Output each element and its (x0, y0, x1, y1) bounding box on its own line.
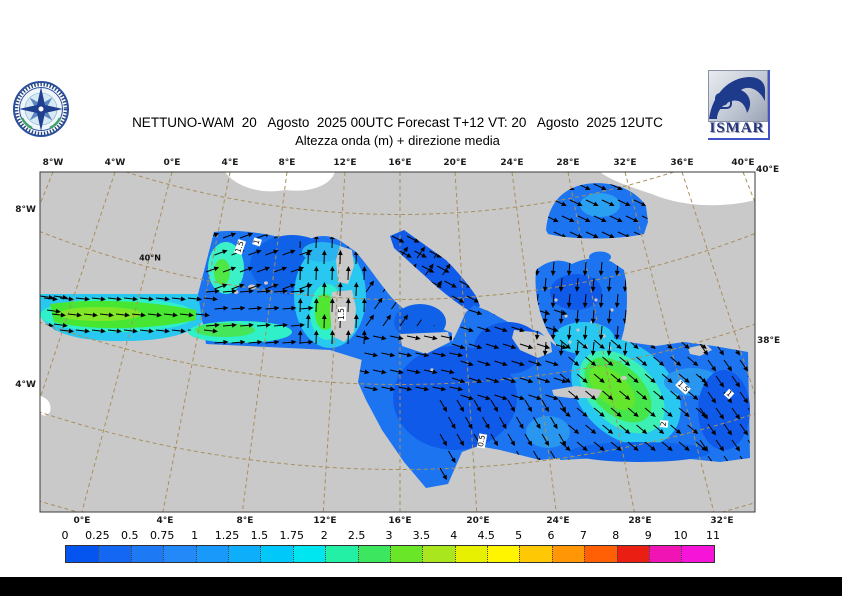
map-frame (39, 171, 756, 513)
colorbar-cell (292, 546, 326, 562)
colorbar-cell (227, 546, 261, 562)
colorbar-tick: 11 (706, 529, 720, 542)
axis-label-bottom: 4°E (156, 516, 174, 526)
axis-label-top: 40°E (731, 158, 755, 168)
axis-label-top: 16°E (388, 158, 412, 168)
axis-label-bottom: 16°E (388, 516, 412, 526)
axis-label-top: 0°E (163, 158, 181, 168)
colorbar-cell (389, 546, 423, 562)
colorbar-tick: 2 (320, 529, 328, 542)
axis-label-bottom: 24°E (546, 516, 570, 526)
colorbar-tick: 8 (612, 529, 620, 542)
colorbar-tick: 0 (61, 529, 69, 542)
colorbar-cell (616, 546, 650, 562)
colorbar-cell (422, 546, 455, 562)
colorbar-cell (487, 546, 520, 562)
axis-label-bottom: 20°E (466, 516, 490, 526)
colorbar-cell (66, 546, 99, 562)
colorbar-cell (195, 546, 228, 562)
axis-label-bottom: 8°E (236, 516, 254, 526)
axis-label-top: 4°E (221, 158, 239, 168)
axis-label-right: 38°E (757, 336, 781, 346)
colorbar-tick: 0.25 (85, 529, 110, 542)
colorbar-cell (681, 546, 714, 562)
ismar-logo-text: ISMAR (709, 120, 765, 136)
ismar-logo: ISMAR (708, 70, 770, 140)
colorbar-cell (584, 546, 617, 562)
colorbar-tick: 1.5 (250, 529, 269, 542)
axis-label-bottom: 0°E (73, 516, 91, 526)
colorbar-cell (130, 546, 164, 562)
colorbar-tick: 0.5 (121, 529, 139, 542)
ismar-frame-line-vertical (768, 70, 770, 140)
colorbar-tick: 1 (191, 529, 199, 542)
page-subtitle: Altezza onda (m) + direzione media (295, 133, 500, 148)
page-title: NETTUNO-WAM 20 Agosto 2025 00UTC Forecas… (132, 115, 663, 130)
colorbar-cell (519, 546, 552, 562)
axis-label-bottom: 28°E (628, 516, 652, 526)
colorbar-tick: 1.75 (279, 529, 305, 542)
bottom-black-bar (0, 577, 842, 596)
axis-label-top: 12°E (333, 158, 357, 168)
axis-label-top: 8°W (42, 158, 64, 168)
inside-map-label: 40°N (139, 253, 161, 263)
colorbar-tick: 6 (547, 529, 555, 542)
colorbar-cell (163, 546, 196, 562)
colorbar-tick: 10 (673, 529, 688, 542)
colorbar-tick: 7 (579, 529, 587, 542)
colorbar-tick: 9 (644, 529, 652, 542)
axis-label-left: 4°W (15, 380, 36, 390)
colorbar-tick: 3 (385, 529, 393, 542)
compass-rose-emblem-icon (13, 81, 69, 137)
colorbar-cell (325, 546, 358, 562)
axis-label-right: 40°E (756, 165, 780, 175)
axis-label-top: 8°E (278, 158, 296, 168)
axis-label-bottom: 12°E (313, 516, 337, 526)
colorbar-tick: 4 (450, 529, 458, 542)
no-data-regions (40, 172, 755, 416)
colorbar-cell (98, 546, 131, 562)
axis-label-top: 28°E (556, 158, 580, 168)
axis-label-top: 4°W (104, 158, 126, 168)
contour-label: 2 (658, 420, 669, 428)
colorbar-cell (649, 546, 682, 562)
colorbar-cell (551, 546, 585, 562)
colorbar-tick: 2.5 (347, 529, 366, 542)
wave-height-colorbar (65, 545, 715, 563)
lat-lon-grid (40, 172, 755, 512)
aeronautica-militare-logo (12, 80, 70, 138)
wave-height-shading (40, 193, 750, 462)
axis-label-top: 24°E (500, 158, 524, 168)
contour-label: 1.5 (337, 307, 346, 321)
axis-label-top: 20°E (443, 158, 467, 168)
colorbar-tick: 0.75 (149, 529, 175, 542)
colorbar-cell (454, 546, 488, 562)
colorbar-cell (357, 546, 390, 562)
colorbar-tick: 5 (515, 529, 523, 542)
axis-label-bottom: 32°E (710, 516, 734, 526)
ismar-frame-line-horizontal (708, 138, 768, 140)
axis-label-top: 36°E (670, 158, 694, 168)
axis-label-top: 32°E (613, 158, 637, 168)
ismar-wave-icon (708, 70, 768, 122)
colorbar-tick: 1.25 (214, 529, 240, 542)
colorbar-tick: 3.5 (412, 529, 431, 542)
colorbar-tick: 4.5 (477, 529, 495, 542)
axis-label-left: 8°W (15, 205, 36, 215)
colorbar-cell (260, 546, 293, 562)
